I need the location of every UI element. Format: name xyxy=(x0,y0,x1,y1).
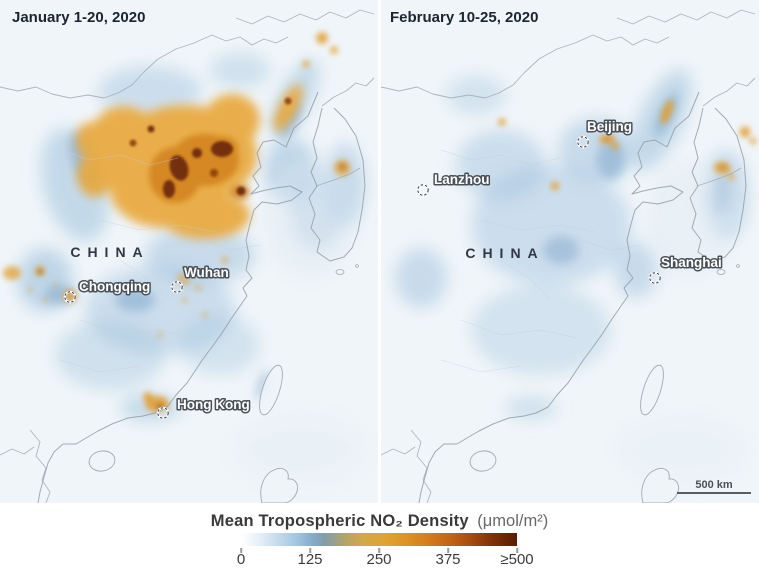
city-beijing: Beijing xyxy=(576,118,634,149)
legend-tick-mark xyxy=(447,548,449,553)
legend-tick-label: 375 xyxy=(435,551,461,568)
city-marker-icon xyxy=(576,135,590,149)
legend-tick-mark xyxy=(378,548,380,553)
city-hong-kong: Hong Kong xyxy=(156,396,251,420)
no2-satellite-spots xyxy=(498,99,757,191)
city-marker-icon xyxy=(170,280,184,294)
city-wuhan: Wuhan xyxy=(170,264,230,294)
legend-title: Mean Tropospheric NO₂ Density (μmol/m²) xyxy=(0,512,759,531)
map-panel-february: CHINA Lanzhou Beijing Shanghai 500 km Fe… xyxy=(381,0,759,503)
no2-hotspot-layer xyxy=(129,97,292,198)
city-marker-icon xyxy=(648,271,662,285)
city-label: Wuhan xyxy=(184,265,229,280)
legend-tick-label: ≥500 xyxy=(500,551,534,568)
panel-title-february: February 10-25, 2020 xyxy=(390,9,538,26)
legend-unit: (μmol/m²) xyxy=(477,512,549,530)
city-chongqing: Chongqing xyxy=(63,278,152,304)
map-panel-january: CHINA Chongqing Wuhan Hong Kong January … xyxy=(0,0,378,503)
legend-tick-mark xyxy=(309,548,311,553)
scale-bar: 500 km xyxy=(677,479,751,494)
region-label-china: CHINA xyxy=(70,244,149,260)
legend-tick-label: 125 xyxy=(297,551,323,568)
city-shanghai: Shanghai xyxy=(648,254,723,285)
legend-title-text: Mean Tropospheric NO₂ Density xyxy=(210,512,469,530)
legend-tick-label: 0 xyxy=(236,551,246,568)
legend-colorbar xyxy=(241,533,517,546)
city-label: Lanzhou xyxy=(434,172,490,187)
region-label-china: CHINA xyxy=(465,245,544,261)
scale-bar-label: 500 km xyxy=(695,479,733,491)
panel-title-january: January 1-20, 2020 xyxy=(12,9,145,26)
city-marker-icon xyxy=(156,406,170,420)
legend: Mean Tropospheric NO₂ Density (μmol/m²) … xyxy=(0,503,759,575)
legend-tick-label: 250 xyxy=(366,551,392,568)
city-label: Beijing xyxy=(587,119,632,134)
city-marker-icon xyxy=(63,290,77,304)
city-lanzhou: Lanzhou xyxy=(416,171,491,197)
city-label: Hong Kong xyxy=(177,397,250,412)
city-marker-icon xyxy=(416,183,430,197)
city-label: Chongqing xyxy=(79,279,150,294)
legend-tick-mark xyxy=(240,548,242,553)
legend-tick-mark xyxy=(516,548,518,553)
city-label: Shanghai xyxy=(661,255,722,270)
